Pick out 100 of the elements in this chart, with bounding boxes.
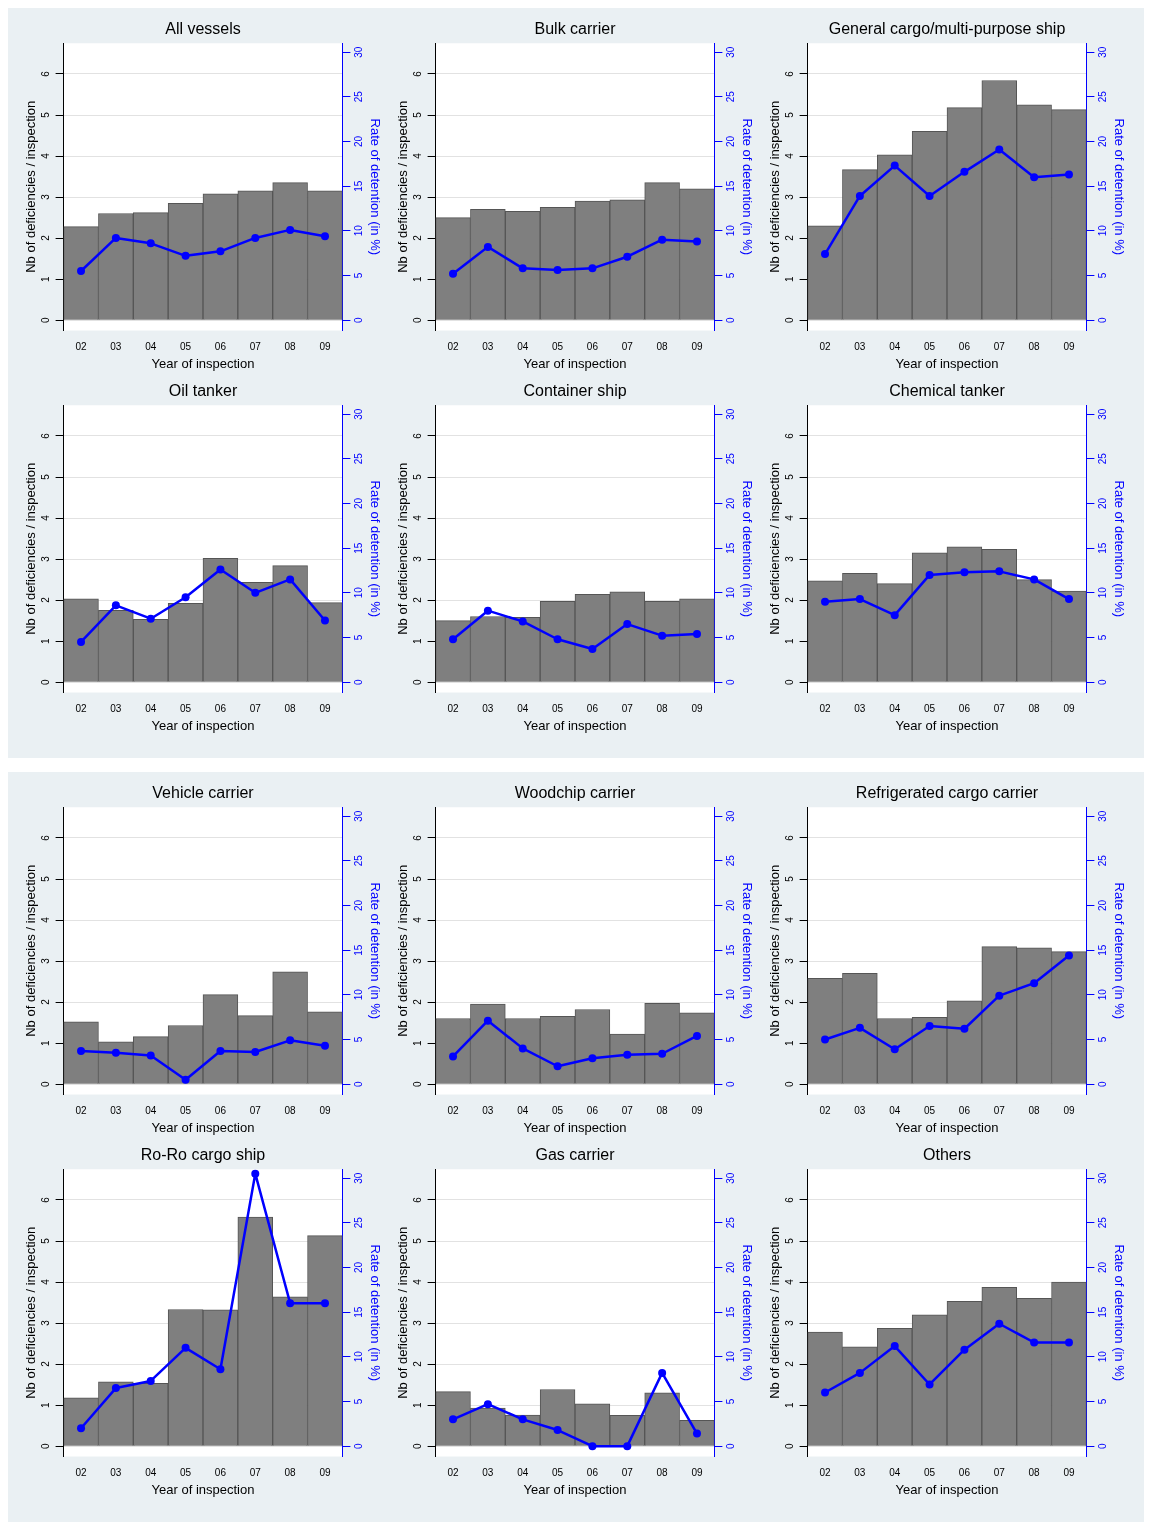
y2-tick-label: 5 (353, 1398, 365, 1405)
x-tick-label: 06 (958, 341, 971, 353)
y2-tick-label: 5 (1097, 634, 1109, 641)
y2-tick-label: 20 (725, 497, 737, 510)
point (890, 611, 899, 620)
point (623, 1050, 632, 1059)
y2-tick-label: 20 (1097, 135, 1109, 148)
x-tick-label: 04 (517, 1467, 529, 1479)
y-axis-title: Nb of deficiencies / inspection (395, 462, 411, 635)
point (146, 1051, 155, 1060)
y-tick-label: 1 (784, 1401, 796, 1408)
y-axis-title: Nb of deficiencies / inspection (23, 864, 39, 1037)
x-tick-label: 05 (552, 703, 564, 715)
y-tick-label: 6 (412, 70, 424, 77)
y-tick-label: 3 (40, 957, 52, 964)
y-tick-label: 2 (40, 234, 52, 241)
y-tick-label: 3 (40, 1319, 52, 1326)
y-tick-label: 5 (40, 111, 52, 118)
x-tick-label: 03 (482, 1467, 494, 1479)
chart-title: Container ship (523, 382, 627, 400)
y2-tick-label: 25 (725, 452, 737, 465)
y2-axis-title: Rate of detention (in %) (1111, 1244, 1127, 1382)
y-tick-label: 4 (412, 514, 424, 521)
y2-tick-label: 15 (353, 1306, 365, 1318)
y-tick-label: 2 (40, 998, 52, 1005)
y-tick-label: 3 (412, 957, 424, 964)
x-tick-label: 02 (447, 1467, 460, 1479)
y2-tick-label: 20 (1097, 497, 1109, 510)
y2-tick-label: 15 (725, 1306, 737, 1318)
y-tick-label: 1 (40, 1401, 52, 1408)
chart-title: Refrigerated cargo carrier (855, 784, 1039, 802)
y-tick-label: 2 (40, 596, 52, 603)
x-axis-title: Year of inspection (151, 717, 255, 733)
point (77, 637, 86, 646)
x-tick-label: 03 (854, 1467, 866, 1479)
x-tick-label: 02 (819, 341, 832, 353)
point (251, 1169, 260, 1178)
x-tick-label: 07 (993, 1467, 1006, 1479)
x-tick-label: 07 (621, 1467, 634, 1479)
y2-axis-title: Rate of detention (in %) (739, 480, 755, 618)
y-tick-label: 6 (412, 432, 424, 439)
x-tick-label: 04 (517, 341, 529, 353)
y-tick-label: 3 (784, 555, 796, 562)
y-tick-label: 1 (784, 637, 796, 644)
y2-tick-label: 0 (353, 678, 365, 685)
x-axis-title: Year of inspection (523, 717, 627, 733)
y2-tick-label: 10 (1097, 224, 1109, 237)
y-tick-label: 6 (40, 432, 52, 439)
y2-tick-label: 10 (353, 1350, 365, 1363)
y2-tick-label: 30 (1097, 1172, 1109, 1184)
x-tick-label: 05 (180, 341, 192, 353)
y-tick-label: 2 (412, 234, 424, 241)
x-tick-label: 07 (249, 1467, 262, 1479)
point (925, 570, 934, 579)
point (1064, 951, 1073, 960)
x-tick-label: 03 (110, 1467, 122, 1479)
y-axis-title: Nb of deficiencies / inspection (767, 1226, 783, 1399)
x-tick-label: 07 (993, 1105, 1006, 1117)
y-tick-label: 6 (784, 432, 796, 439)
point (692, 629, 701, 638)
x-tick-label: 09 (1063, 341, 1075, 353)
y2-tick-label: 20 (353, 1261, 365, 1274)
y-tick-label: 5 (40, 473, 52, 480)
x-tick-label: 06 (958, 1467, 971, 1479)
point (821, 1035, 830, 1044)
point (320, 232, 329, 241)
point (890, 161, 899, 170)
y-tick-label: 6 (784, 70, 796, 77)
point (821, 250, 830, 259)
x-tick-label: 03 (110, 341, 122, 353)
chart-title: Bulk carrier (534, 20, 617, 38)
y2-axis-title: Rate of detention (in %) (367, 480, 383, 618)
x-tick-label: 08 (1028, 1467, 1041, 1479)
x-tick-label: 05 (180, 703, 192, 715)
x-tick-label: 02 (447, 703, 460, 715)
x-tick-label: 04 (145, 341, 157, 353)
x-tick-label: 03 (854, 1105, 866, 1117)
y2-tick-label: 10 (353, 988, 365, 1001)
y-tick-label: 3 (412, 555, 424, 562)
x-tick-label: 05 (552, 341, 564, 353)
y2-tick-label: 25 (353, 90, 365, 103)
y2-tick-label: 10 (353, 586, 365, 599)
x-tick-label: 02 (819, 703, 832, 715)
y2-tick-label: 30 (725, 810, 737, 822)
x-axis-title: Year of inspection (895, 1119, 999, 1135)
y-tick-label: 4 (784, 916, 796, 923)
y2-tick-label: 15 (725, 180, 737, 192)
y2-tick-label: 30 (725, 1172, 737, 1184)
x-tick-label: 07 (993, 703, 1006, 715)
point (181, 1075, 190, 1084)
y2-tick-label: 15 (353, 542, 365, 554)
x-tick-label: 08 (1028, 341, 1041, 353)
point (449, 1052, 458, 1061)
x-axis-title: Year of inspection (895, 717, 999, 733)
point (855, 191, 864, 200)
point (286, 1299, 295, 1308)
y2-tick-label: 25 (353, 452, 365, 465)
y2-tick-label: 5 (1097, 1398, 1109, 1405)
point (925, 1022, 934, 1031)
y-tick-label: 0 (40, 1442, 52, 1449)
